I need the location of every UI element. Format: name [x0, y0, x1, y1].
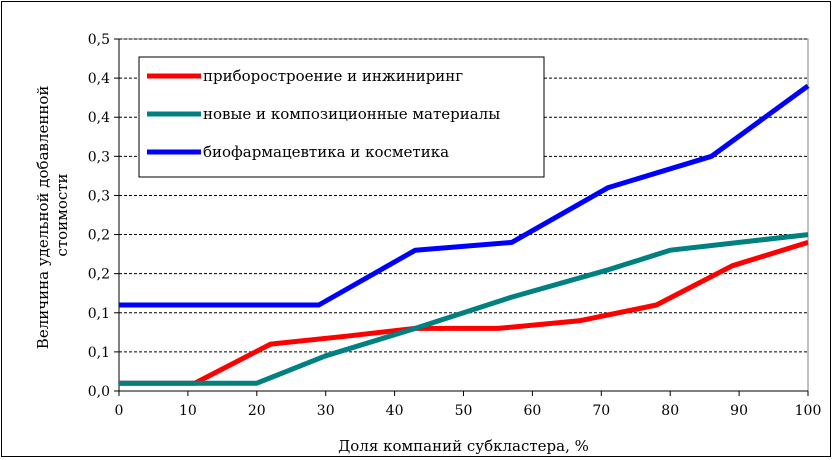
y-tick-label: 0,1	[88, 345, 110, 361]
x-tick-label: 50	[455, 403, 473, 419]
series-line	[119, 232, 809, 386]
x-tick-label: 100	[795, 403, 822, 419]
y-tick-label: 0,4	[88, 110, 110, 126]
x-tick-label: 40	[386, 403, 404, 419]
axes	[114, 38, 809, 396]
x-tick-label: 20	[248, 403, 266, 419]
legend-label: биофармацевтика и косметика	[203, 143, 449, 161]
y-tick-label: 0,1	[88, 306, 110, 322]
x-tick-label: 10	[179, 403, 197, 419]
x-tick-label: 0	[115, 403, 124, 419]
y-tick-label: 0,2	[88, 267, 110, 283]
x-axis-label: Доля компаний субкластера, %	[338, 437, 589, 455]
legend: приборостроение и инжиниринг новые и комп…	[138, 56, 545, 178]
legend-label: приборостроение и инжиниринг	[203, 67, 463, 85]
y-tick-label: 0,4	[88, 71, 110, 87]
series-line	[119, 240, 809, 386]
series-lines	[119, 83, 810, 386]
y-tick-labels: 0,0 0,1 0,1 0,2 0,2 0,3 0,3 0,4 0,4 0,5	[88, 32, 110, 400]
x-tick-label: 60	[523, 403, 541, 419]
x-tick-label: 80	[661, 403, 679, 419]
legend-label: новые и композиционные материалы	[203, 105, 500, 123]
y-axis-label-line-2: стоимости	[53, 173, 71, 256]
y-tick-label: 0,3	[88, 188, 110, 204]
y-axis-label: Величина удельной добавленной стоимости	[34, 81, 71, 349]
x-tick-labels: 0 10 20 30 40 50 60 70 80 90 100	[115, 403, 822, 419]
y-axis-label-line-1: Величина удельной добавленной	[34, 86, 52, 350]
y-tick-label: 0,0	[88, 384, 110, 400]
y-tick-label: 0,5	[88, 32, 110, 48]
x-tick-label: 90	[730, 403, 748, 419]
x-tick-label: 30	[317, 403, 335, 419]
legend-box	[138, 56, 545, 178]
y-tick-label: 0,2	[88, 228, 110, 244]
y-tick-label: 0,3	[88, 149, 110, 165]
series-line	[119, 83, 810, 308]
x-tick-label: 70	[592, 403, 610, 419]
